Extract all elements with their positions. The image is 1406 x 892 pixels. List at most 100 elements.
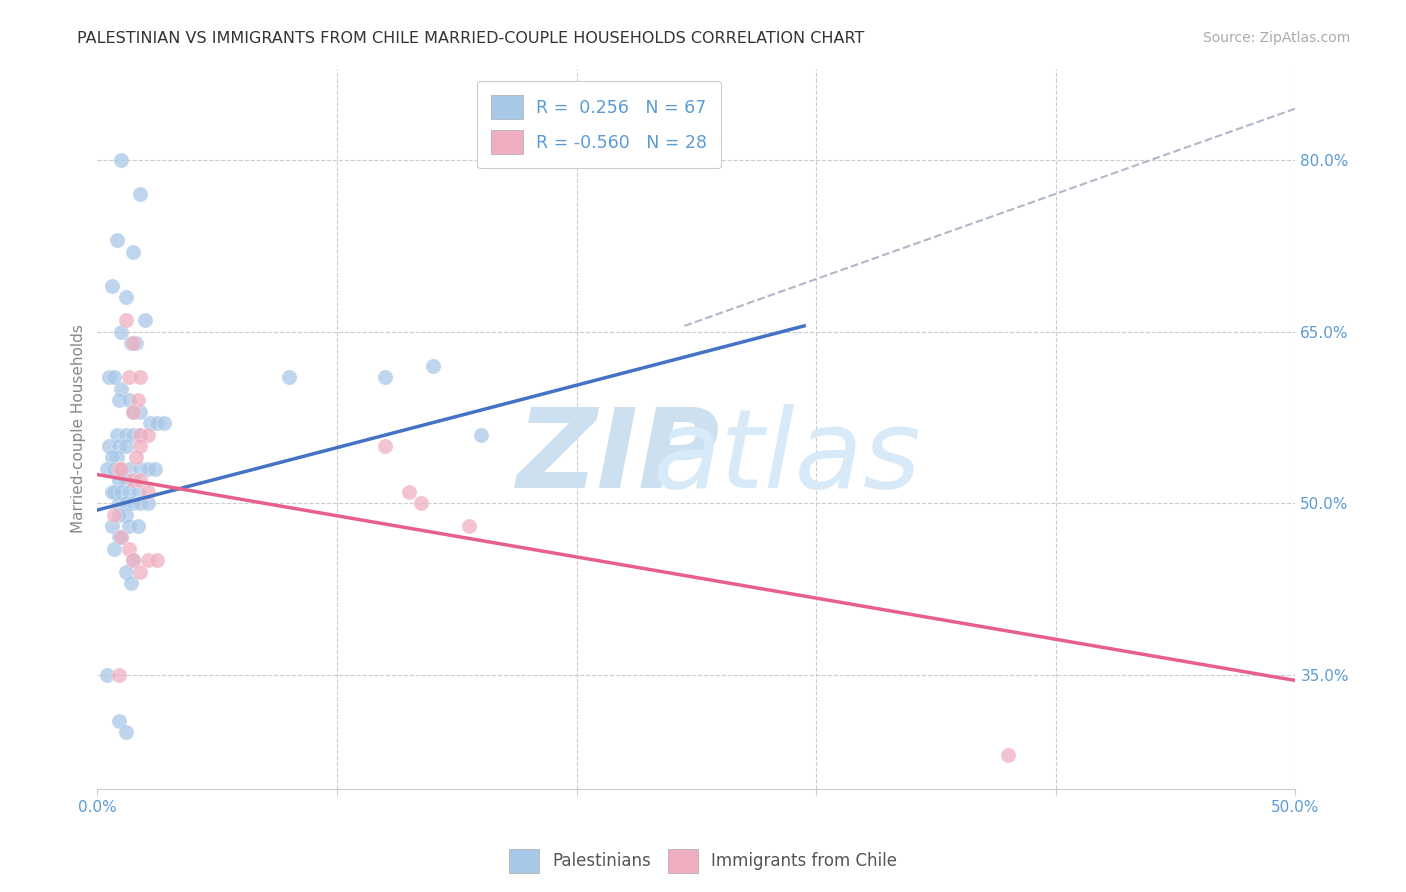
Point [125, 450, 148, 465]
Point [100, 484, 122, 499]
Point [129, 370, 152, 384]
Point [96, 462, 118, 476]
Point [127, 519, 149, 533]
Point [117, 541, 139, 556]
Text: atlas: atlas [652, 404, 921, 511]
Point [110, 462, 132, 476]
Point [139, 416, 162, 430]
Point [115, 427, 138, 442]
Point [115, 508, 138, 522]
Point [129, 473, 152, 487]
Point [108, 508, 131, 522]
Point [105, 427, 128, 442]
Point [103, 370, 125, 384]
Point [129, 565, 152, 579]
Point [127, 393, 149, 408]
Point [103, 508, 125, 522]
Point [122, 405, 145, 419]
Point [108, 496, 131, 510]
Point [105, 450, 128, 465]
Point [108, 473, 131, 487]
Point [120, 576, 142, 591]
Point [278, 370, 301, 384]
Point [108, 439, 131, 453]
Point [120, 336, 142, 351]
Point [129, 427, 152, 442]
Legend: Palestinians, Immigrants from Chile: Palestinians, Immigrants from Chile [502, 842, 904, 880]
Point [108, 531, 131, 545]
Point [146, 553, 169, 567]
Point [117, 370, 139, 384]
Point [409, 496, 432, 510]
Point [117, 484, 139, 499]
Point [129, 462, 152, 476]
Point [125, 336, 148, 351]
Point [374, 370, 396, 384]
Point [122, 427, 145, 442]
Point [122, 496, 145, 510]
Point [108, 393, 131, 408]
Point [96, 667, 118, 681]
Point [997, 747, 1019, 762]
Point [98, 439, 121, 453]
Point [110, 531, 132, 545]
Point [117, 393, 139, 408]
Point [129, 405, 152, 419]
Point [115, 313, 138, 327]
Point [122, 473, 145, 487]
Point [122, 244, 145, 259]
Text: Source: ZipAtlas.com: Source: ZipAtlas.com [1202, 31, 1350, 45]
Point [100, 450, 122, 465]
Text: ZIP: ZIP [517, 404, 720, 511]
Point [122, 405, 145, 419]
Point [129, 496, 152, 510]
Point [115, 473, 138, 487]
Point [422, 359, 444, 373]
Point [108, 462, 131, 476]
Point [110, 531, 132, 545]
Point [122, 553, 145, 567]
Text: PALESTINIAN VS IMMIGRANTS FROM CHILE MARRIED-COUPLE HOUSEHOLDS CORRELATION CHART: PALESTINIAN VS IMMIGRANTS FROM CHILE MAR… [77, 31, 865, 46]
Point [103, 541, 125, 556]
Point [136, 484, 159, 499]
Point [457, 519, 479, 533]
Point [143, 462, 166, 476]
Point [110, 325, 132, 339]
Point [153, 416, 176, 430]
Legend: R =  0.256   N = 67, R = -0.560   N = 28: R = 0.256 N = 67, R = -0.560 N = 28 [478, 81, 721, 168]
Point [115, 725, 138, 739]
Point [115, 439, 138, 453]
Point [129, 439, 152, 453]
Point [115, 496, 138, 510]
Point [374, 439, 396, 453]
Point [110, 484, 132, 499]
Point [136, 496, 159, 510]
Point [122, 473, 145, 487]
Point [134, 313, 156, 327]
Point [136, 427, 159, 442]
Point [136, 462, 159, 476]
Point [100, 278, 122, 293]
Point [470, 427, 492, 442]
Point [117, 462, 139, 476]
Point [110, 382, 132, 396]
Point [122, 336, 145, 351]
Point [103, 484, 125, 499]
Point [115, 565, 138, 579]
Point [122, 553, 145, 567]
Point [117, 519, 139, 533]
Point [105, 233, 128, 247]
Point [129, 427, 152, 442]
Point [108, 667, 131, 681]
Point [129, 187, 152, 202]
Point [110, 153, 132, 167]
Point [108, 714, 131, 728]
Point [110, 462, 132, 476]
Point [398, 484, 420, 499]
Point [136, 553, 159, 567]
Point [100, 519, 122, 533]
Point [98, 370, 121, 384]
Point [127, 484, 149, 499]
Point [103, 462, 125, 476]
Y-axis label: Married-couple Households: Married-couple Households [72, 325, 86, 533]
